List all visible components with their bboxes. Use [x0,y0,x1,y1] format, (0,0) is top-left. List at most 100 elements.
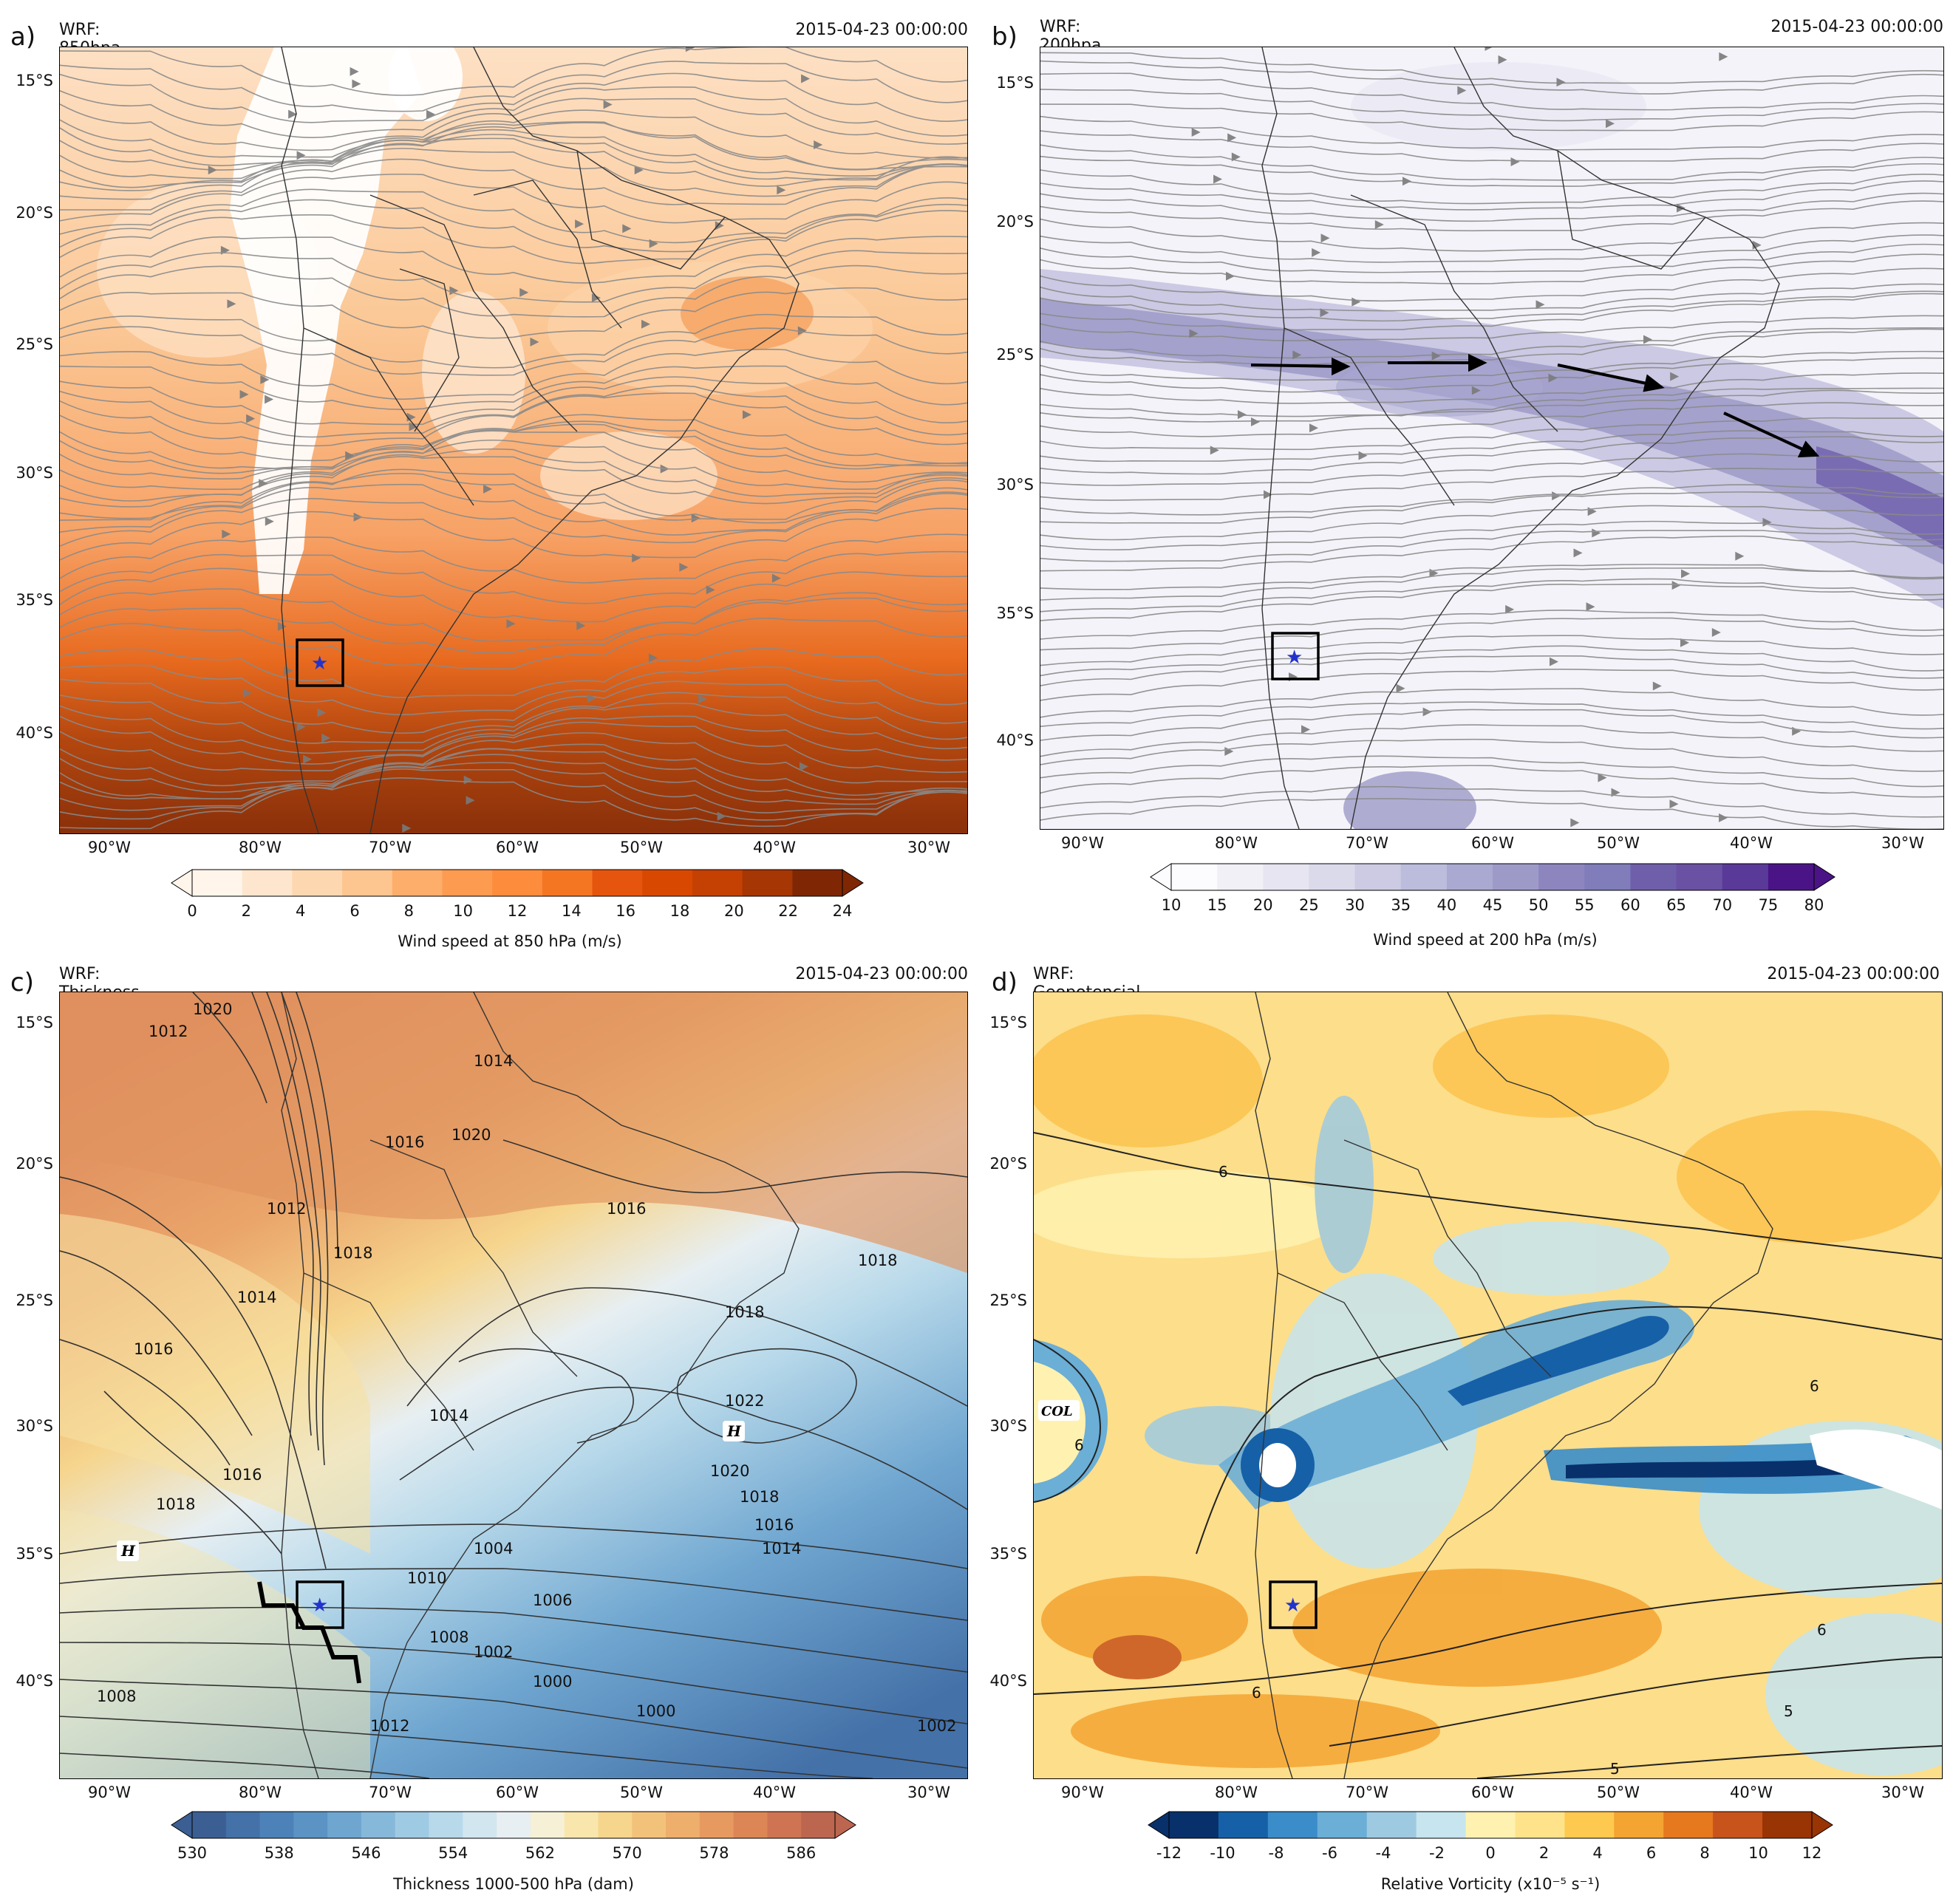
streamline-arrow [1671,581,1681,590]
streamline [60,134,967,188]
streamline [1040,192,1943,222]
lon-tick-label: 70°W [1346,1784,1388,1801]
colorbar-tick-label: 6 [350,902,360,920]
map-vorticity[interactable]: ★ COL 6 6 6 6 6 5 5 [1033,992,1943,1779]
lat-tick-label: 25°S [16,335,53,353]
streamline [60,392,967,447]
isobar-label: 1018 [740,1488,779,1506]
contour-label: 5 [1784,1702,1793,1720]
isobar-label: 1018 [333,1244,372,1262]
streamline-arrow [530,337,539,347]
colorbar-extend-low [171,1811,193,1839]
isobar-label: 1012 [149,1023,188,1040]
streamline [1040,505,1943,541]
colorbar-swatch [429,1812,463,1838]
colorbar-tick-label: 15 [1207,896,1227,914]
streamline [1040,655,1943,686]
colorbar-swatch [327,1812,362,1838]
streamline [1040,103,1943,132]
streamline [60,721,967,774]
map-850hpa-wind[interactable]: ★ [59,47,968,834]
streamline-arrow [679,562,689,572]
streamline-arrow [1227,133,1237,143]
colorbar-swatch [192,870,243,896]
colorbar-extend-low [1148,1811,1170,1839]
streamline-arrow [1226,271,1235,281]
colorbar-850hpa [171,869,864,897]
map-thickness[interactable]: ★ 1020 1012 1012 1014 1016 1018 1020 1022 1020 10… [59,992,968,1779]
streamline-arrow [1210,446,1219,455]
streamline-arrow [685,47,695,52]
streamline [60,385,967,438]
colorbar-swatch [1263,864,1309,890]
streamline [60,129,967,180]
streamline [60,647,967,698]
colorbar-swatch [292,870,343,896]
lon-tick-label: 90°W [1061,1784,1104,1801]
map-200hpa-wind[interactable]: ★ [1040,47,1944,830]
streamline-arrow [222,529,231,539]
streamline-arrow [227,299,236,309]
lat-tick-label: 35°S [16,1545,53,1563]
colorbar-swatch [1465,1812,1516,1838]
colorbar-swatch [1762,1812,1813,1838]
colorbar-tick-label: -6 [1322,1844,1337,1862]
streamline [60,473,967,521]
contour-label: 6 [1219,1163,1228,1181]
high-pressure-label: H [726,1422,742,1440]
streamline-arrow [1309,423,1318,433]
colorbar-swatch [259,1812,294,1838]
isobar-label: 1016 [754,1516,794,1534]
streamline [60,61,967,112]
streamline [1040,491,1943,524]
colorbar-tick-label: -2 [1429,1844,1445,1862]
isobar-label: 1014 [474,1052,513,1070]
colorbar-swatch [342,870,393,896]
colorbar-swatch [1493,864,1539,890]
streamline [1040,372,1943,404]
isobar-label: 1016 [134,1340,173,1358]
colorbar-tick-label: -12 [1156,1844,1182,1862]
isobar-label: 1018 [725,1303,764,1321]
isobar-label: 1022 [725,1392,764,1410]
streamline-arrow [1231,152,1241,162]
colorbar-tick-label: 14 [561,902,582,920]
colorbar-extend-low [1150,863,1172,891]
streamline [60,664,967,716]
colorbar-tick-label: 30 [1345,896,1365,914]
colorbar-swatch [1416,1812,1467,1838]
streamline-arrow [506,619,516,629]
colorbar-tick-label: 4 [1592,1844,1603,1862]
streamline [60,617,967,670]
streamline [60,468,967,524]
streamline-arrow [260,375,270,384]
colorbar-swatch [564,1812,599,1838]
streamline [1040,530,1943,562]
streamline-arrow [777,185,786,195]
streamline [1040,115,1943,151]
streamline-arrow [1681,569,1691,579]
lon-tick-label: 50°W [620,1784,663,1801]
colorbar-tick-label: 70 [1712,896,1733,914]
streamline-arrow [649,239,658,248]
lat-tick-label: 15°S [989,1014,1027,1031]
lon-tick-label: 70°W [369,1784,412,1801]
colorbar-swatch [530,1812,565,1838]
streamline [1040,234,1943,263]
streamline-arrow [1431,351,1441,361]
streamline-arrow [1606,119,1615,129]
streamline-arrow [239,389,249,399]
streamline-arrow [1536,300,1545,310]
colorbar-extend-high [1813,863,1836,891]
streamline [1040,724,1943,757]
colorbar-thickness [171,1811,856,1839]
colorbar-extend-high [842,869,864,897]
lat-tick-label: 35°S [996,604,1034,622]
lat-tick-label: 20°S [996,213,1034,231]
streamline-arrow [1570,818,1580,828]
isobar-label: 1016 [222,1466,262,1484]
streamline [60,703,967,754]
streamline-arrow [715,221,724,231]
colorbar-tick-label: 12 [1802,1844,1822,1862]
isobar-label: 1016 [607,1200,646,1218]
